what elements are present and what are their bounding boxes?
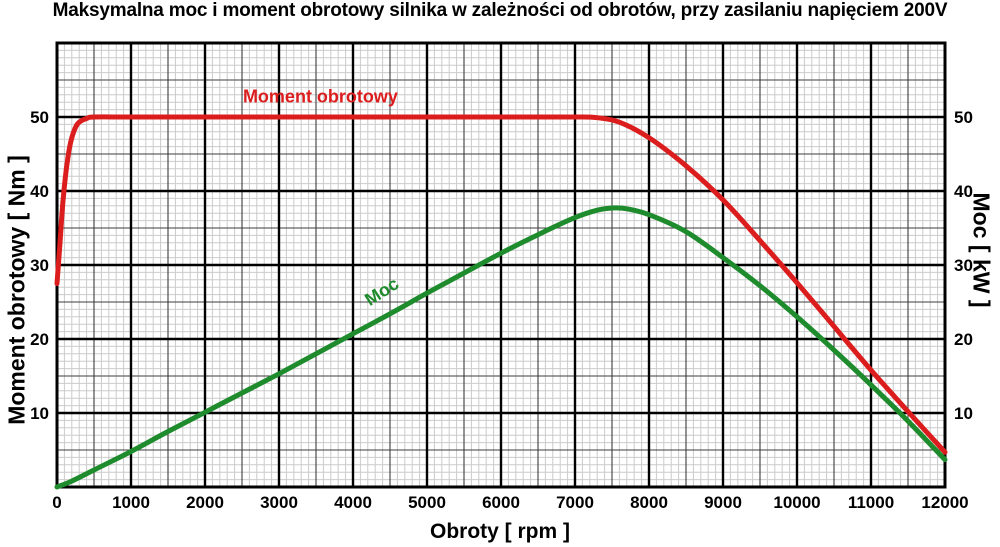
x-tick-label: 3000 [260, 493, 298, 512]
torque-curve-label: Moment obrotowy [242, 86, 398, 107]
x-tick-label: 11000 [848, 493, 894, 512]
torque-curve [54, 114, 948, 455]
y-left-tick-label: 50 [30, 108, 49, 127]
x-tick-label: 6000 [482, 493, 520, 512]
y-right-tick-label: 20 [954, 330, 973, 349]
y-left-tick-label: 30 [30, 256, 49, 275]
x-tick-label: 5000 [408, 493, 446, 512]
y-right-tick-label: 10 [954, 404, 973, 423]
y-axis-right-title: Moc [ kW ] [968, 192, 995, 308]
y-left-tick-label: 10 [30, 404, 49, 423]
page-title: Maksymalna moc i moment obrotowy silnika… [52, 0, 948, 21]
x-tick-label: 2000 [186, 493, 224, 512]
y-left-tick-label: 20 [30, 330, 49, 349]
x-tick-label: 9000 [704, 493, 742, 512]
x-tick-label: 0 [52, 493, 61, 512]
x-tick-label: 4000 [334, 493, 372, 512]
y-right-tick-label: 30 [954, 256, 973, 275]
y-right-tick-label: 50 [954, 108, 973, 127]
x-axis-title: Obroty [ rpm ] [430, 520, 570, 543]
power-curve [54, 205, 948, 490]
y-left-tick-label: 40 [30, 182, 49, 201]
x-tick-label: 8000 [630, 493, 668, 512]
x-tick-label: 1000 [112, 493, 150, 512]
y-axis-left-title: Moment obrotowy [ Nm ] [3, 155, 30, 425]
y-right-tick-label: 40 [954, 182, 973, 201]
x-tick-label: 7000 [556, 493, 594, 512]
x-tick-label: 10000 [773, 493, 820, 512]
x-tick-label: 12000 [921, 493, 968, 512]
